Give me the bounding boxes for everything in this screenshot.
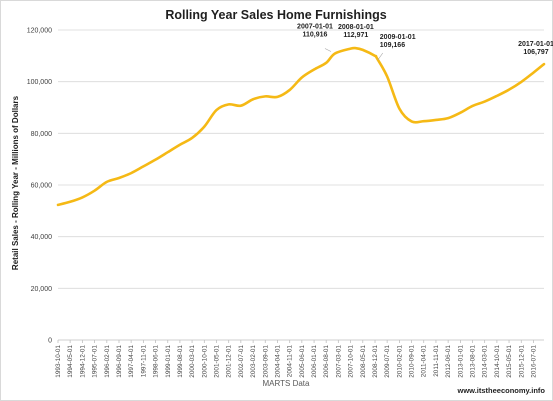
x-tick-label: 1994-12-01 xyxy=(79,345,86,378)
y-tick-label: 40,000 xyxy=(31,234,53,241)
x-tick-label: 1998-06-01 xyxy=(153,345,160,378)
x-tick-label: 1996-09-01 xyxy=(116,345,123,378)
x-tick-label: 2001-05-01 xyxy=(213,345,220,378)
annotation-value: 112,971 xyxy=(343,32,368,39)
source-url: www.itstheeconomy.info xyxy=(456,386,545,395)
axis-layer: 0 20,000 40,000 60,000 80,000 100,000 120,000 1… xyxy=(27,28,544,378)
annotation-date: 2017-01-01 xyxy=(518,41,553,48)
x-tick-label: 2007-03-01 xyxy=(335,345,342,378)
x-tick-label: 2011-04-01 xyxy=(421,345,428,378)
x-tick-label: 2010-09-01 xyxy=(409,345,416,378)
x-tick-label: 2005-06-01 xyxy=(299,345,306,378)
x-tick-label: 2000-10-01 xyxy=(201,345,208,378)
x-tick-label: 2002-07-01 xyxy=(238,345,245,378)
y-tick-label: 120,000 xyxy=(27,28,52,35)
x-tick-label: 2015-05-01 xyxy=(506,345,513,378)
y-axis-label: Retail Sales - Rolling Year - Millions o… xyxy=(11,95,20,270)
y-tick-label: 20,000 xyxy=(31,286,53,293)
x-tick-label: 1993-10-01 xyxy=(55,345,62,378)
x-tick-label: 2001-12-01 xyxy=(226,345,233,378)
x-tick-label: 2004-11-01 xyxy=(287,345,294,378)
annotation-value: 109,166 xyxy=(380,42,405,49)
annotation-leader xyxy=(377,52,384,61)
y-tick-label: 100,000 xyxy=(27,79,52,86)
x-tick-label: 1996-02-01 xyxy=(104,345,111,378)
x-tick-label: 2016-07-01 xyxy=(530,345,537,378)
x-tick-label: 2012-06-01 xyxy=(445,345,452,378)
x-tick-label: 2010-02-01 xyxy=(396,345,403,378)
x-tick-label: 1995-07-01 xyxy=(92,345,99,378)
y-tick-label: 0 xyxy=(48,338,52,345)
x-tick-label: 2013-01-01 xyxy=(457,345,464,378)
x-tick-label: 1997-04-01 xyxy=(128,345,135,378)
x-tick-label: 2003-09-01 xyxy=(262,345,269,378)
x-tick-label: 1999-08-01 xyxy=(177,345,184,378)
x-tick-label: 2006-08-01 xyxy=(323,345,330,378)
x-tick-label: 2013-08-01 xyxy=(470,345,477,378)
chart-title: Rolling Year Sales Home Furnishings xyxy=(165,8,386,22)
annotation-value: 106,797 xyxy=(523,49,548,56)
x-tick-label: 1994-05-01 xyxy=(67,345,74,378)
x-tick-label: 2004-04-01 xyxy=(274,345,281,378)
annotation-date: 2007-01-01 xyxy=(297,23,333,30)
series-line xyxy=(56,46,546,207)
x-tick-label: 2008-12-01 xyxy=(372,345,379,378)
x-tick-label: 2015-12-01 xyxy=(518,345,525,378)
x-tick-label: 2007-10-01 xyxy=(348,345,355,378)
x-tick-label: 2000-03-01 xyxy=(189,345,196,378)
x-tick-label: 2011-11-01 xyxy=(433,345,440,377)
x-tick-label: 1999-01-01 xyxy=(165,345,172,378)
series-layer xyxy=(56,46,546,207)
x-tick-label: 2014-03-01 xyxy=(482,345,489,378)
y-tick-label: 80,000 xyxy=(31,131,53,138)
annotation-leader xyxy=(324,48,332,52)
x-tick-label: 2009-07-01 xyxy=(384,345,391,378)
annotation-date: 2009-01-01 xyxy=(380,34,416,41)
x-tick-label: 2008-05-01 xyxy=(360,345,367,378)
x-tick-label: 1997-11-01 xyxy=(140,345,147,378)
annotation-date: 2008-01-01 xyxy=(338,24,374,31)
x-tick-label: 2003-02-01 xyxy=(250,345,257,378)
x-tick-label: 2006-01-01 xyxy=(311,345,318,378)
x-axis-label: MARTS Data xyxy=(263,379,311,388)
y-tick-label: 60,000 xyxy=(31,183,53,190)
grid-layer xyxy=(58,29,544,289)
annotation-value: 110,916 xyxy=(303,31,328,38)
x-tick-label: 2014-10-01 xyxy=(494,345,501,378)
